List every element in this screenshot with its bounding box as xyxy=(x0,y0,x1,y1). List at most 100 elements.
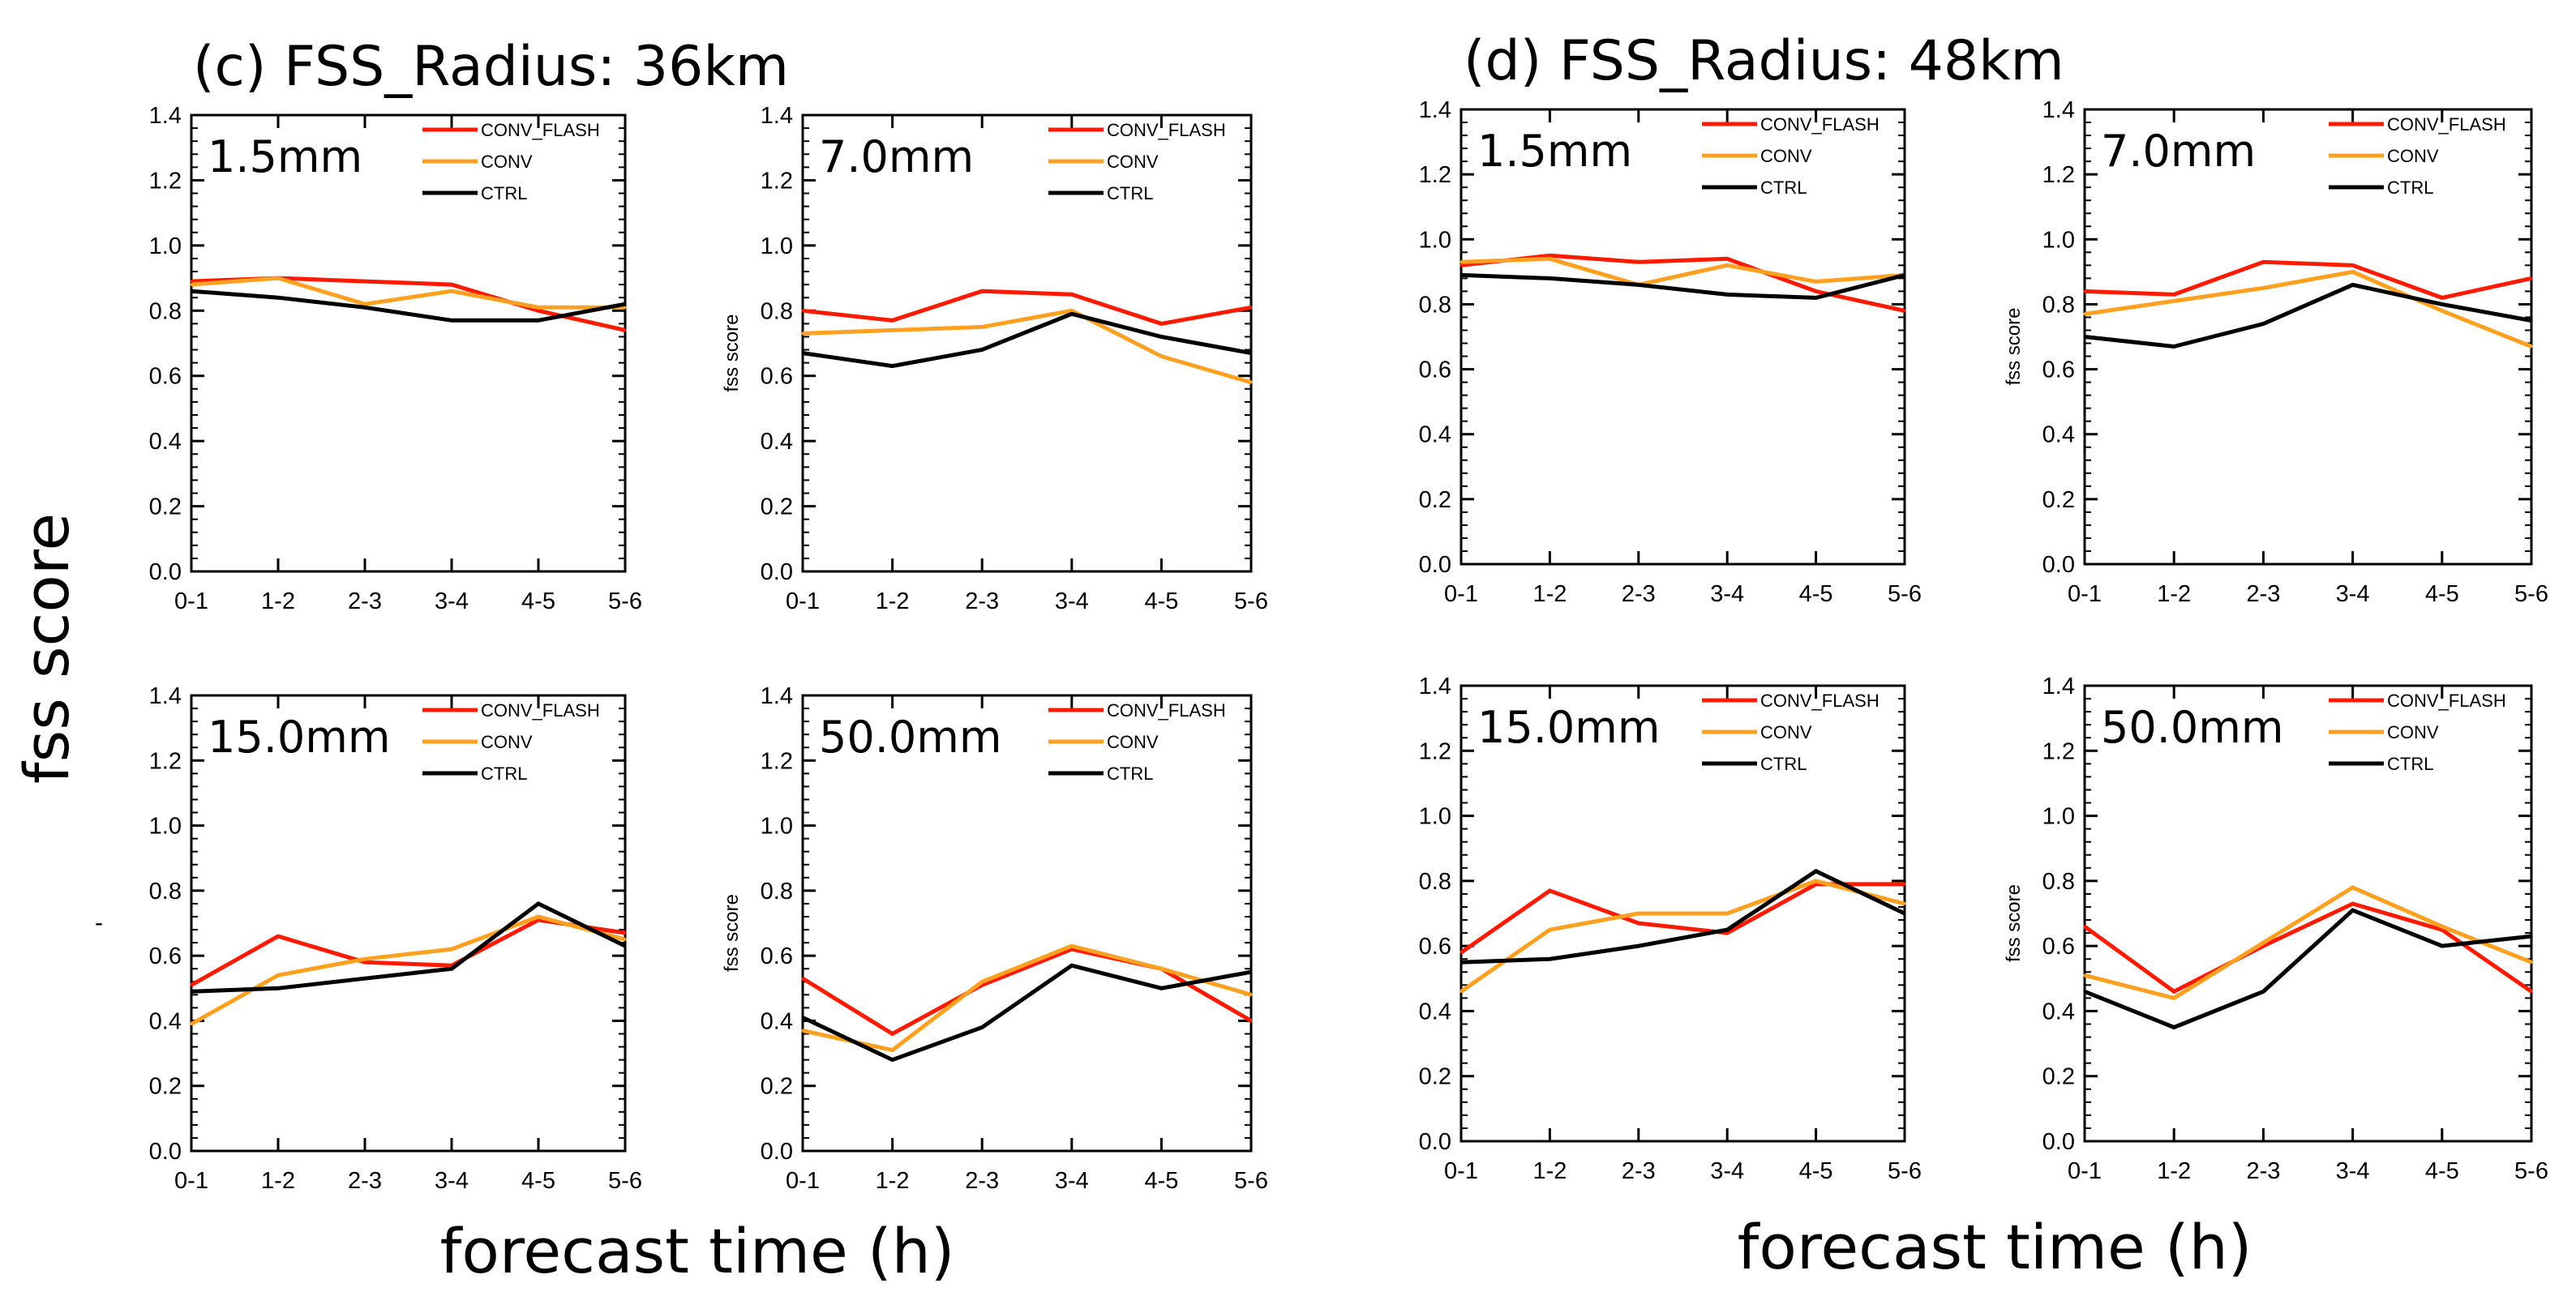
legend-label-ctrl: CTRL xyxy=(481,764,527,784)
data-point-conv_flash xyxy=(363,280,366,283)
series-line-conv xyxy=(2084,269,2532,349)
x-tick-label: 4-5 xyxy=(1144,588,1178,614)
y-tick-label: 1.0 xyxy=(2042,227,2075,253)
data-point-conv_flash xyxy=(1159,322,1163,325)
data-point-conv xyxy=(2351,270,2355,273)
data-point-conv xyxy=(1249,993,1253,996)
data-point-conv xyxy=(190,1022,193,1025)
legend-label-ctrl: CTRL xyxy=(1760,754,1807,774)
legend-label-ctrl: CTRL xyxy=(1107,183,1153,203)
legend-label-conv_flash: CONV_FLASH xyxy=(1107,120,1226,140)
data-point-ctrl xyxy=(537,902,540,905)
x-tick-label: 4-5 xyxy=(1144,1168,1178,1194)
data-point-conv xyxy=(450,289,453,293)
data-point-conv xyxy=(363,957,366,960)
data-point-ctrl xyxy=(1725,928,1729,931)
threshold-label: 15.0mm xyxy=(1477,702,1660,753)
y-tick-label: 0.4 xyxy=(1419,422,1451,448)
data-point-conv_flash xyxy=(624,328,627,332)
data-point-ctrl xyxy=(2261,990,2265,993)
legend-label-ctrl: CTRL xyxy=(1107,764,1153,784)
data-point-conv xyxy=(891,328,894,332)
legend-label-conv_flash: CONV_FLASH xyxy=(481,120,600,140)
y-tick-label: 0.4 xyxy=(149,1008,182,1034)
threshold-label: 1.5mm xyxy=(208,131,362,182)
x-tick-label: 1-2 xyxy=(876,1168,910,1194)
data-point-ctrl xyxy=(2441,302,2444,306)
data-point-ctrl xyxy=(624,944,627,948)
data-point-conv xyxy=(1725,912,1729,915)
data-point-conv_flash xyxy=(891,319,894,322)
legend-label-ctrl: CTRL xyxy=(2387,178,2433,198)
data-point-conv_flash xyxy=(537,309,540,312)
series-line-ctrl xyxy=(191,900,627,994)
x-tick-label: 3-4 xyxy=(1710,1158,1744,1184)
data-point-ctrl xyxy=(1815,870,1818,873)
series-line-conv_flash xyxy=(191,276,626,332)
y-tick-label: 1.2 xyxy=(761,748,793,774)
legend-label-conv: CONV xyxy=(481,152,533,172)
data-point-conv_flash xyxy=(1637,260,1640,263)
x-tick-label: 2-3 xyxy=(348,588,382,614)
threshold-label: 50.0mm xyxy=(819,712,1001,763)
x-tick-label: 2-3 xyxy=(965,1168,999,1194)
data-point-conv xyxy=(2261,941,2265,944)
data-point-conv xyxy=(2172,299,2175,302)
series-line-conv xyxy=(190,914,626,1026)
data-point-ctrl xyxy=(1459,273,1463,276)
y-tick-label: 0.6 xyxy=(149,943,182,969)
data-point-conv xyxy=(1159,355,1163,358)
data-point-ctrl xyxy=(2351,283,2355,286)
panel-c-50.0mm: 0.0 0.2 0.4 0.6 0.8 1.0 1.2 1.4 0-1 1-2 2-3 3-4 4-5 5… xyxy=(721,683,1268,1194)
data-point-ctrl xyxy=(2172,1026,2175,1029)
data-point-conv xyxy=(2261,286,2265,289)
data-point-conv xyxy=(624,306,627,309)
x-tick-label: 1-2 xyxy=(261,588,295,614)
plot-frame xyxy=(801,113,1253,573)
data-point-ctrl xyxy=(891,365,894,368)
y-tick-label: 1.0 xyxy=(149,814,182,840)
figure-ylabel: fss score xyxy=(11,513,83,784)
y-tick-label: 0.0 xyxy=(761,1139,793,1165)
x-tick-label: 0-1 xyxy=(2068,581,2102,607)
y-tick-label: 1.4 xyxy=(1419,674,1451,699)
y-tick-label: 1.0 xyxy=(761,233,793,259)
legend-label-conv: CONV xyxy=(1760,722,1812,742)
data-point-conv_flash xyxy=(537,918,540,922)
y-tick-label: 0.8 xyxy=(2042,869,2075,895)
panel-c-15.0mm: 0.0 0.2 0.4 0.6 0.8 1.0 1.2 1.4 0-1 1-2 2-3 3-4 4-5 5… xyxy=(149,683,642,1194)
x-tick-label: 4-5 xyxy=(2425,1158,2459,1184)
panel-c-7.0mm: 0.0 0.2 0.4 0.6 0.8 1.0 1.2 1.4 0-1 1-2 2-3 3-4 4-5 5… xyxy=(721,103,1268,614)
y-tick-label: 0.8 xyxy=(1419,869,1451,895)
data-point-conv_flash xyxy=(2172,293,2175,296)
y-tick-label: 1.2 xyxy=(149,748,182,774)
legend-label-conv: CONV xyxy=(481,732,533,752)
y-tick-label: 0.0 xyxy=(149,559,182,585)
y-tick-label: 1.2 xyxy=(761,168,793,194)
series-line-conv xyxy=(802,943,1252,1053)
y-tick-label: 0.2 xyxy=(761,494,793,520)
data-point-ctrl xyxy=(891,1059,894,1062)
legend-label-conv_flash: CONV_FLASH xyxy=(1760,691,1879,711)
data-point-ctrl xyxy=(190,990,193,993)
data-point-ctrl xyxy=(980,1025,984,1029)
x-tick-label: 5-6 xyxy=(1888,1158,1922,1184)
y-tick-label: 0.8 xyxy=(1419,292,1451,318)
data-point-ctrl xyxy=(2172,345,2175,349)
data-point-conv_flash xyxy=(1725,257,1729,260)
legend-label-ctrl: CTRL xyxy=(481,183,527,203)
legend-label-conv: CONV xyxy=(2387,146,2439,166)
x-tick-label: 1-2 xyxy=(1532,1158,1567,1184)
y-tick-label: 1.0 xyxy=(2042,804,2075,830)
x-tick-label: 5-6 xyxy=(2514,581,2548,607)
data-point-ctrl xyxy=(190,289,193,293)
data-point-ctrl xyxy=(1459,960,1463,964)
data-point-ctrl xyxy=(2441,944,2444,948)
data-point-ctrl xyxy=(1070,312,1074,315)
data-point-conv xyxy=(1637,912,1640,915)
data-point-conv xyxy=(2441,309,2444,312)
data-point-conv xyxy=(624,938,627,941)
y-tick-label: 1.2 xyxy=(2042,738,2075,764)
data-point-conv xyxy=(450,948,453,951)
threshold-label: 7.0mm xyxy=(819,131,974,182)
